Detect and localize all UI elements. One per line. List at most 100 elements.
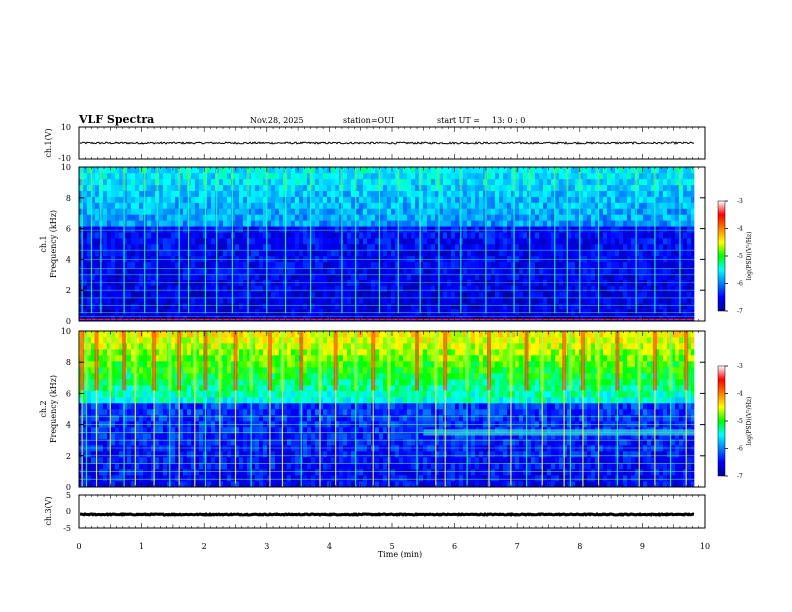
spectrogram-cell — [675, 249, 680, 257]
spectrogram-cell — [455, 226, 460, 233]
spectrogram-cell — [111, 385, 116, 392]
spectrogram-cell — [155, 451, 160, 458]
spectrogram-cell — [423, 178, 428, 186]
spectrogram-cell — [331, 232, 336, 239]
spectrogram-cell — [607, 208, 612, 215]
spectrogram-cell — [627, 202, 632, 209]
spectrogram-cell — [187, 415, 192, 422]
spectrogram-cell — [163, 481, 168, 488]
spectrogram-cell — [259, 303, 264, 310]
spectrogram-cell — [563, 214, 568, 221]
spectrogram-cell — [199, 261, 204, 268]
spectrogram-cell — [427, 303, 432, 310]
spectrogram-cell — [675, 208, 680, 215]
spectrogram-cell — [403, 232, 408, 239]
spectrogram-cell — [691, 172, 696, 180]
spectrogram-cell — [631, 255, 636, 263]
spectrogram-cell — [207, 397, 212, 404]
spectrogram-cell — [195, 285, 200, 292]
spectrogram-cell — [395, 220, 400, 227]
spectrogram-cell — [223, 303, 228, 310]
spectrogram-cell — [239, 226, 244, 233]
spectrogram-cell — [259, 315, 264, 322]
spectrogram-cell — [443, 184, 448, 191]
spectrogram-cell — [515, 208, 520, 215]
spectrogram-cell — [383, 220, 388, 227]
spectrogram-cell — [387, 244, 392, 251]
spectrogram-cell — [167, 409, 172, 416]
spectrogram-cell — [539, 202, 544, 209]
spectrogram-cell — [571, 220, 576, 227]
spectrogram-cell — [627, 178, 632, 186]
spectrogram-cell — [227, 202, 232, 209]
spectrogram-cell — [499, 190, 504, 197]
spectrogram-cell — [371, 202, 376, 209]
spectrogram-cell — [227, 249, 232, 257]
spectrogram-cell — [275, 208, 280, 215]
spectrogram-cell — [631, 220, 636, 227]
spectrogram-cell — [95, 403, 100, 410]
spectrogram-cell — [263, 167, 268, 174]
spectrogram-cell — [663, 178, 668, 186]
spectrogram-cell — [511, 285, 516, 292]
spectrogram-cell — [123, 391, 128, 398]
spectrogram-cell — [167, 190, 172, 197]
spectrogram-cell — [115, 267, 120, 274]
spectrogram-cell — [163, 421, 168, 428]
spectrogram-cell — [167, 220, 172, 227]
spectrogram-cell — [119, 427, 124, 434]
spectrogram-cell — [339, 267, 344, 274]
spectrogram-cell — [403, 244, 408, 251]
spectrogram-cell — [239, 297, 244, 304]
spectrogram-cell — [231, 285, 236, 292]
spectrogram-cell — [647, 202, 652, 209]
spectrogram-cell — [195, 391, 200, 398]
spectrogram-cell — [435, 249, 440, 257]
spectrogram-cell — [463, 190, 468, 197]
spectrogram-cell — [179, 178, 184, 186]
spectrogram-cell — [379, 190, 384, 197]
spectrogram-cell — [139, 385, 144, 392]
spectrogram-cell — [403, 172, 408, 180]
spectrogram-cell — [363, 261, 368, 268]
spectrogram-cell — [211, 249, 216, 257]
spectrogram-cell — [195, 220, 200, 227]
spectrogram-cell — [343, 297, 348, 304]
spectrogram-cell — [207, 469, 212, 476]
spectrogram-cell — [107, 190, 112, 197]
spectrogram-cell — [163, 285, 168, 292]
spectrogram-cell — [139, 475, 144, 482]
spectrogram-cell — [371, 214, 376, 221]
spectrogram-cell — [435, 285, 440, 292]
spectrogram-cell — [399, 208, 404, 215]
spectrogram-cell — [299, 297, 304, 304]
spectrogram-cell — [331, 190, 336, 197]
spectrogram-cell — [435, 261, 440, 268]
spectrogram-cell — [379, 249, 384, 257]
spectrogram-cell — [95, 391, 100, 398]
spectrogram-cell — [591, 208, 596, 215]
spectrogram-cell — [391, 184, 396, 191]
spectrogram-cell — [671, 232, 676, 239]
spectrogram-cell — [187, 343, 192, 350]
spectrogram-cell — [531, 202, 536, 209]
spectrogram-cell — [311, 315, 316, 322]
spectrogram-cell — [79, 220, 84, 227]
spectrogram-cell — [595, 267, 600, 274]
spectrogram-cell — [107, 238, 112, 245]
spectrogram-cell — [455, 261, 460, 268]
spectrogram-cell — [435, 273, 440, 280]
spectrogram-cell — [659, 184, 664, 191]
spectrogram-cell — [463, 178, 468, 186]
spectrogram-cell — [199, 255, 204, 263]
spectrogram-cell — [475, 226, 480, 233]
spectrogram-cell — [191, 267, 196, 274]
spectrogram-cell — [603, 190, 608, 197]
spectrogram-cell — [95, 451, 100, 458]
spectrogram-cell — [151, 238, 156, 245]
spectrogram-cell — [251, 244, 256, 251]
spectrogram-cell — [163, 172, 168, 180]
sferic-hotspot — [418, 167, 423, 191]
spectrogram-cell — [107, 421, 112, 428]
spectrogram-cell — [163, 214, 168, 221]
